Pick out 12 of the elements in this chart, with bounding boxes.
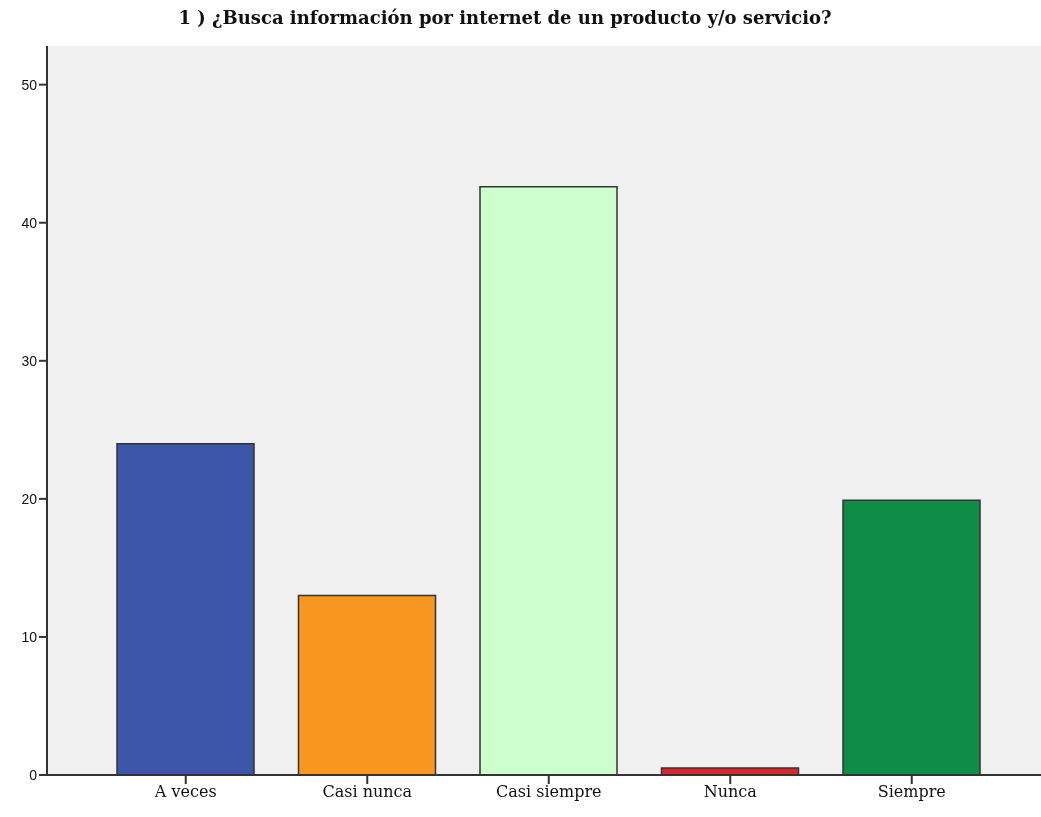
y-tick-label: 0: [29, 766, 38, 783]
y-tick-label: 20: [21, 490, 38, 507]
x-tick-label: Casi siempre: [495, 782, 602, 802]
x-tick-label: Siempre: [877, 782, 946, 802]
y-tick-label: 30: [21, 352, 38, 369]
chart-title: 1 ) ¿Busca información por internet de un producto y/o servicio?: [177, 7, 833, 28]
x-tick-label: A veces: [153, 782, 217, 802]
x-tick-label: Casi nunca: [322, 782, 413, 802]
y-tick-label: 40: [21, 214, 38, 231]
y-tick-label: 50: [21, 76, 38, 93]
x-tick-label: Nunca: [703, 782, 758, 802]
y-tick-label: 10: [21, 628, 38, 645]
